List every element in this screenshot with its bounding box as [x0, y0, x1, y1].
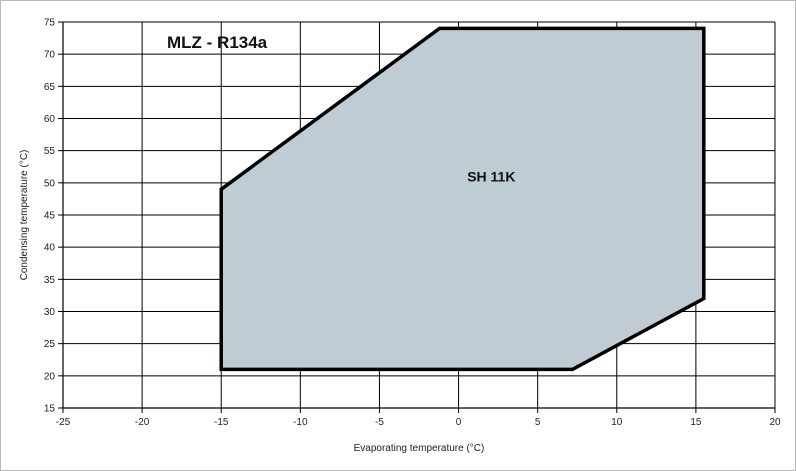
x-tick-label: -25 — [56, 417, 71, 428]
chart-title: MLZ - R134a — [167, 33, 268, 52]
y-tick-label: 55 — [44, 146, 56, 157]
y-tick-label: 20 — [44, 371, 56, 382]
y-tick-label: 45 — [44, 211, 56, 222]
axes — [58, 21, 776, 413]
y-tick-label: 25 — [44, 339, 56, 350]
y-tick-label: 15 — [44, 404, 56, 415]
x-tick-label: -20 — [135, 417, 150, 428]
envelope-layer — [219, 26, 706, 372]
operating-envelope-polygon — [219, 26, 706, 372]
x-tick-label: 5 — [535, 417, 541, 428]
envelope-annotation: SH 11K — [467, 168, 515, 184]
x-axis-title: Evaporating temperature (°C) — [354, 443, 485, 454]
y-tick-label: 35 — [44, 275, 56, 286]
y-tick-label: 75 — [44, 18, 56, 29]
x-tick-label: -10 — [293, 417, 308, 428]
x-tick-label: 10 — [611, 417, 623, 428]
y-tick-labels: 15 20 25 30 35 40 45 50 55 60 65 70 75 — [44, 18, 56, 415]
x-tick-label: 15 — [690, 417, 702, 428]
y-tick-label: 40 — [44, 243, 56, 254]
x-tick-labels: -25 -20 -15 -10 -5 0 5 10 15 20 — [56, 417, 781, 428]
x-tick-label: 0 — [456, 417, 462, 428]
y-tick-label: 60 — [44, 114, 56, 125]
y-axis-title: Condensing temperature (°C) — [19, 150, 30, 281]
y-tick-label: 50 — [44, 178, 56, 189]
y-tick-label: 65 — [44, 82, 56, 93]
x-tick-label: 20 — [769, 417, 781, 428]
x-tick-label: -5 — [375, 417, 384, 428]
y-tick-label: 70 — [44, 50, 56, 61]
x-tick-label: -15 — [214, 417, 229, 428]
y-tick-label: 30 — [44, 307, 56, 318]
